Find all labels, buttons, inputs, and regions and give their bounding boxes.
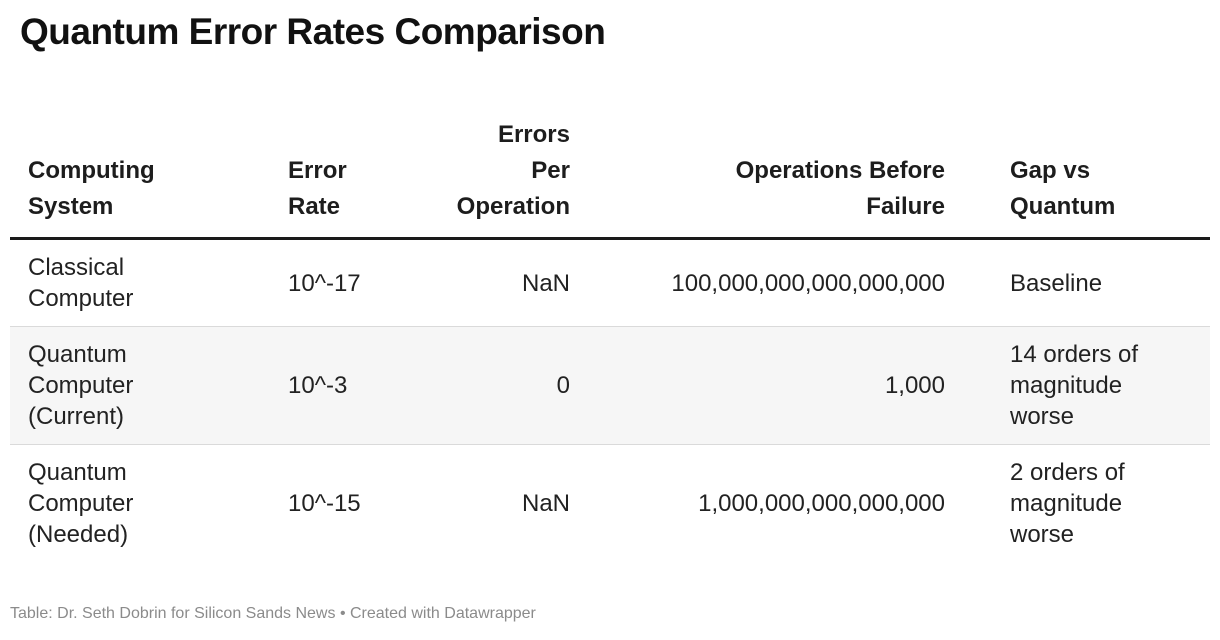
cell-operations-before-failure: 1,000 <box>570 326 945 445</box>
cell-error-rate: 10^-17 <box>288 269 361 297</box>
column-header-computing-system: Computing System <box>10 117 288 240</box>
cell-operations-before-failure: 100,000,000,000,000,000 <box>671 269 945 297</box>
cell-gap-vs-quantum: Baseline <box>1010 269 1103 297</box>
cell-errors-per-operation: 0 <box>410 326 570 445</box>
cell-error-rate: 10^-15 <box>288 444 410 562</box>
column-header-gap-vs-quantum: Gap vs Quantum <box>945 117 1210 240</box>
column-header-errors-per-operation: Errors Per Operation <box>410 117 570 240</box>
cell-gap-vs-quantum: 2 orders of magnitude worse <box>945 444 1210 562</box>
cell-system: Classical Computer <box>28 254 134 312</box>
table-row-quantum-computer-current: Quantum Computer (Current) 10^-3 0 1,000… <box>10 326 1210 445</box>
cell-operations-before-failure: 1,000,000,000,000,000 <box>570 444 945 562</box>
cell-gap-vs-quantum: 14 orders of magnitude worse <box>945 326 1210 445</box>
cell-errors-per-operation: NaN <box>410 444 570 562</box>
column-header-operations-before-failure: Operations Before Failure <box>570 117 945 240</box>
cell-system: Quantum Computer (Current) <box>10 326 288 445</box>
datawrapper-credit-link[interactable]: Created with Datawrapper <box>350 605 536 622</box>
table-credit: Table: Dr. Seth Dobrin for Silicon Sands… <box>10 604 1210 624</box>
cell-system: Quantum Computer (Needed) <box>10 444 288 562</box>
credit-source-text: Table: Dr. Seth Dobrin for Silicon Sands… <box>10 605 336 622</box>
credit-separator: • <box>339 605 346 622</box>
table-row-quantum-computer-needed: Quantum Computer (Needed) 10^-15 NaN 1,0… <box>10 444 1210 562</box>
comparison-table: Computing System Error Rate Errors Per O… <box>10 117 1210 562</box>
cell-errors-per-operation: NaN <box>521 269 570 297</box>
table-row-classical-computer: Classical Computer 10^-17 NaN 100,000,00… <box>10 239 1210 327</box>
cell-error-rate: 10^-3 <box>288 326 410 445</box>
table-header-row: Computing System Error Rate Errors Per O… <box>10 117 1210 240</box>
chart-title: Quantum Error Rates Comparison <box>20 11 606 52</box>
datawrapper-table-page: Quantum Error Rates Comparison Computing… <box>0 8 1220 624</box>
column-header-error-rate: Error Rate <box>288 117 410 240</box>
